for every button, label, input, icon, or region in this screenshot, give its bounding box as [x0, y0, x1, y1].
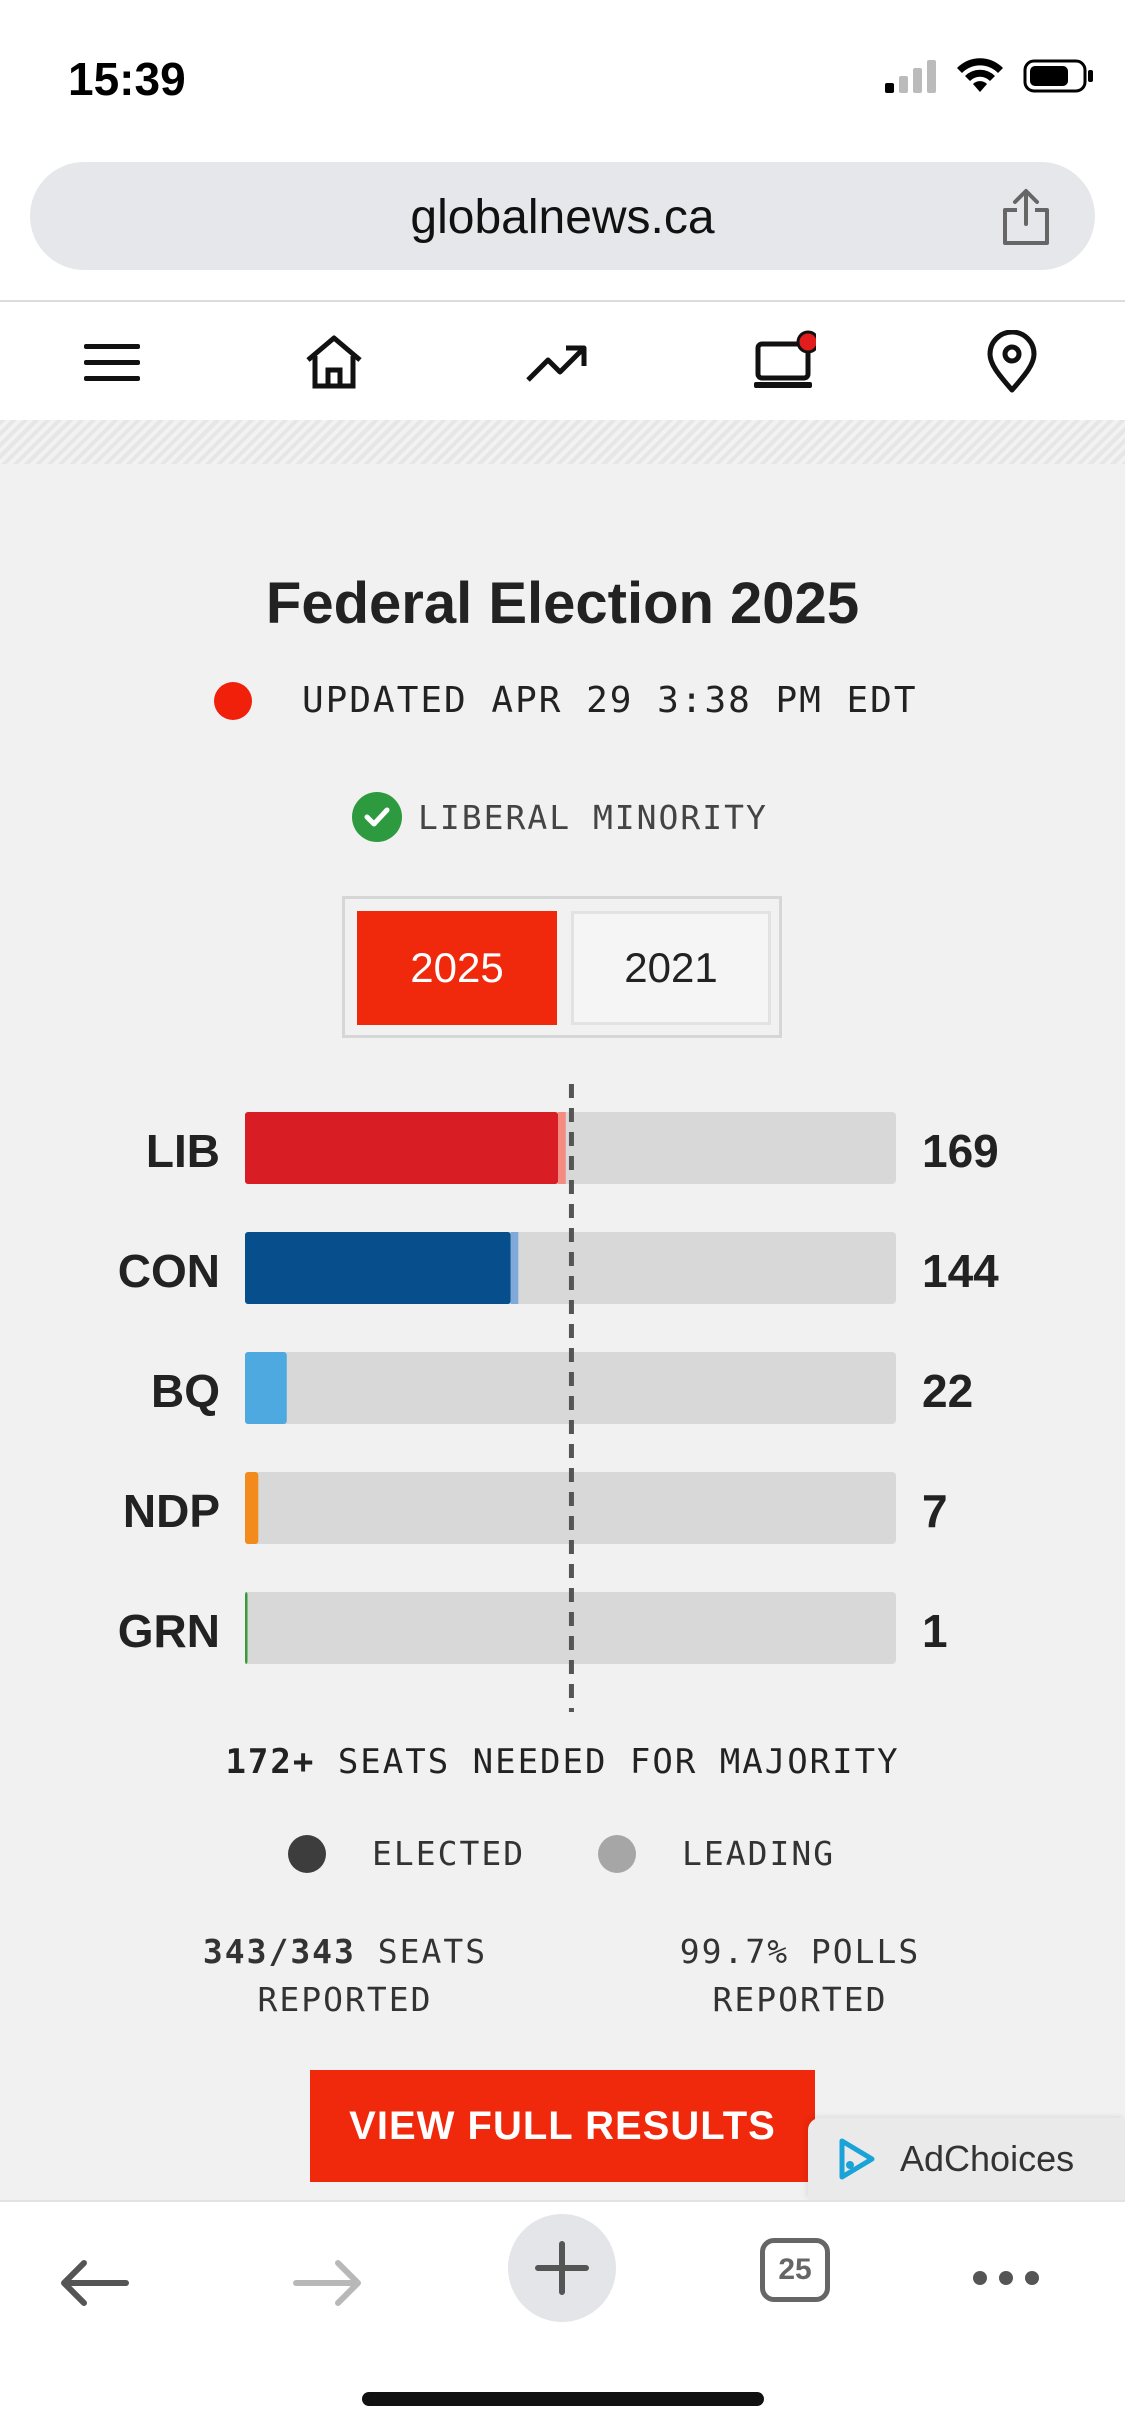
- party-label-bq: BQ: [151, 1365, 220, 1417]
- result-status: LIBERAL MINORITY: [352, 792, 768, 842]
- majority-info: 172+ SEATS NEEDED FOR MAJORITY: [0, 1742, 1125, 1782]
- home-indicator: [362, 2392, 764, 2406]
- seat-count-con: 144: [922, 1245, 999, 1297]
- bar-track-ndp: [245, 1472, 896, 1544]
- address-bar[interactable]: globalnews.ca: [30, 162, 1095, 270]
- tab-count-button[interactable]: 25: [760, 2238, 830, 2302]
- cellular-signal-icon: [885, 60, 936, 93]
- hamburger-menu-icon[interactable]: [80, 330, 144, 394]
- bar-track-grn: [245, 1592, 896, 1664]
- location-pin-icon[interactable]: [980, 330, 1044, 394]
- bar-elected-grn: [245, 1592, 248, 1664]
- seats-reported: 343/343 SEATS REPORTED: [190, 1928, 500, 2024]
- view-full-results-button[interactable]: VIEW FULL RESULTS: [310, 2070, 815, 2182]
- seat-count-lib: 169: [922, 1125, 999, 1177]
- majority-number: 172+: [225, 1742, 316, 1782]
- elected-dot-icon: [288, 1834, 326, 1873]
- url-text[interactable]: globalnews.ca: [410, 191, 715, 244]
- party-label-grn: GRN: [117, 1605, 220, 1657]
- seat-count-grn: 1: [922, 1605, 948, 1657]
- more-options-icon[interactable]: [970, 2268, 1042, 2288]
- battery-icon: [1023, 59, 1093, 93]
- tab-2021[interactable]: 2021: [571, 911, 771, 1025]
- watch-tv-icon[interactable]: [752, 330, 816, 394]
- updated-timestamp: UPDATED APR 29 3:38 PM EDT: [302, 680, 918, 721]
- bar-elected-con: [245, 1232, 511, 1304]
- seat-count-bq: 22: [922, 1365, 974, 1417]
- polls-reported-line1: 99.7% POLLS: [679, 1932, 921, 1971]
- seats-reported-label: SEATS: [377, 1932, 488, 1971]
- bar-leading-lib: [558, 1112, 566, 1184]
- result-status-text: LIBERAL MINORITY: [418, 797, 768, 837]
- bar-elected-lib: [245, 1112, 559, 1184]
- year-toggle: 2025 2021: [342, 896, 782, 1038]
- wifi-icon: [957, 58, 1003, 92]
- live-dot-icon: [214, 681, 252, 720]
- bar-elected-ndp: [245, 1472, 259, 1544]
- forward-arrow-icon[interactable]: [292, 2258, 364, 2308]
- seats-reported-value: 343/343: [202, 1932, 356, 1971]
- polls-reported: 99.7% POLLS REPORTED: [640, 1928, 960, 2024]
- seats-reported-label2: REPORTED: [257, 1980, 433, 2019]
- divider: [0, 300, 1125, 302]
- majority-text: SEATS NEEDED FOR MAJORITY: [337, 1742, 900, 1782]
- home-icon[interactable]: [302, 330, 366, 394]
- legend-elected-label: ELECTED: [372, 1834, 526, 1873]
- party-label-lib: LIB: [145, 1125, 220, 1177]
- updated-row: UPDATED APR 29 3:38 PM EDT: [214, 680, 918, 721]
- tab-2025[interactable]: 2025: [357, 911, 557, 1025]
- decorative-stripes: [0, 420, 1125, 464]
- status-icons: [885, 58, 1095, 94]
- checkmark-icon: [352, 792, 402, 842]
- legend-leading-label: LEADING: [682, 1834, 836, 1873]
- adchoices-icon: [839, 2138, 875, 2180]
- seat-count-ndp: 7: [922, 1485, 948, 1537]
- adchoices-label[interactable]: AdChoices: [900, 2138, 1075, 2179]
- bar-track-bq: [245, 1352, 896, 1424]
- party-label-con: CON: [117, 1245, 220, 1297]
- polls-reported-line2: REPORTED: [712, 1980, 888, 2019]
- site-nav: [0, 302, 1125, 420]
- status-bar: 15:39: [0, 0, 1125, 150]
- leading-dot-icon: [598, 1834, 636, 1873]
- seat-chart: [245, 1084, 896, 1712]
- share-icon[interactable]: [999, 188, 1053, 246]
- election-results-panel: Federal Election 2025 UPDATED APR 29 3:3…: [0, 464, 1125, 2200]
- adchoices-badge[interactable]: AdChoices: [808, 2118, 1125, 2200]
- new-tab-button[interactable]: [508, 2214, 616, 2322]
- election-title: Federal Election 2025: [265, 571, 860, 636]
- back-arrow-icon[interactable]: [58, 2258, 130, 2308]
- bar-leading-con: [510, 1232, 519, 1304]
- party-label-ndp: NDP: [122, 1485, 220, 1537]
- status-time: 15:39: [68, 53, 186, 105]
- plus-icon: [535, 2241, 589, 2295]
- trending-icon[interactable]: [524, 330, 588, 394]
- bar-elected-bq: [245, 1352, 287, 1424]
- legend-elected: ELECTED: [288, 1834, 525, 1873]
- legend-leading: LEADING: [598, 1834, 835, 1873]
